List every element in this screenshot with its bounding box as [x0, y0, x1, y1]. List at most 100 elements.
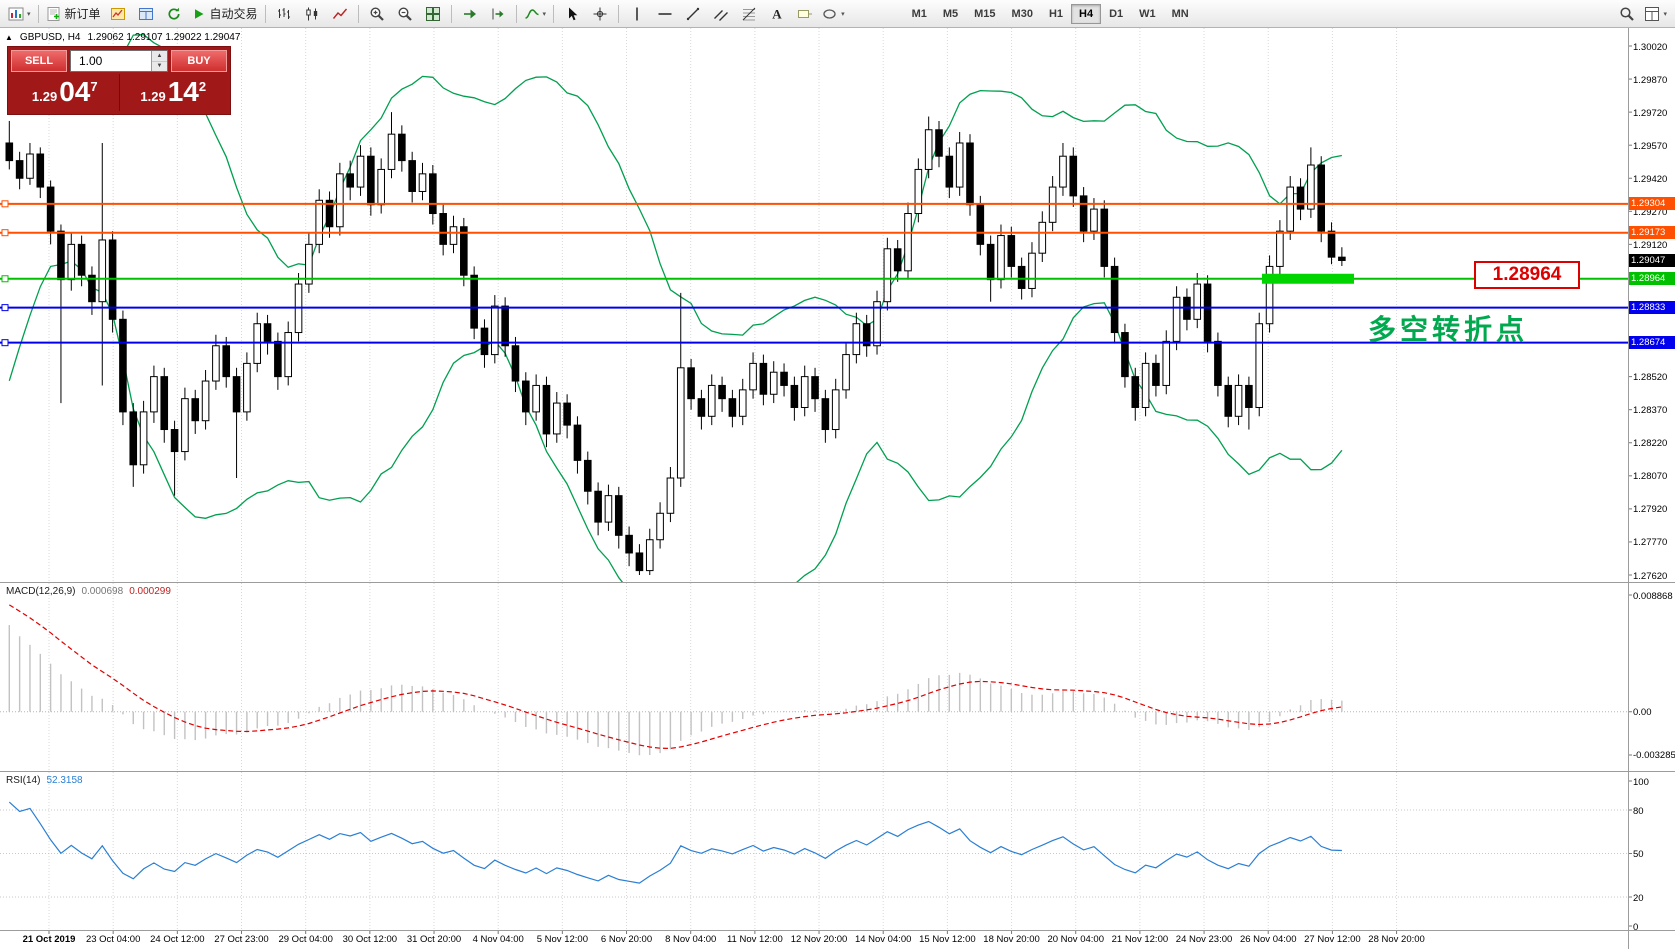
price-callout-label[interactable]: 1.28964 [1474, 261, 1580, 289]
svg-text:A: A [772, 6, 782, 21]
cursor-icon [564, 6, 580, 22]
vertical-line-button[interactable] [623, 3, 651, 25]
sell-button[interactable]: SELL [11, 50, 67, 72]
refresh-icon [166, 6, 182, 22]
dropdown-caret-icon: ▾ [841, 10, 845, 18]
timeframe-mn-button[interactable]: MN [1171, 7, 1189, 20]
time-axis[interactable]: 21 Oct 2019 23 Oct 04:00 24 Oct 12:00 27 Oc… [0, 931, 1675, 949]
zoom-in-button[interactable] [363, 3, 391, 25]
text-label-icon [797, 6, 813, 22]
zoom-out-button[interactable] [391, 3, 419, 25]
timeframe-m30-button[interactable]: M30 [1011, 7, 1033, 20]
text-label-button[interactable] [791, 3, 819, 25]
rsi-axis-label: 80 [1633, 805, 1644, 817]
cursor-button[interactable] [558, 3, 586, 25]
price-axis[interactable]: 1.30020 1.29870 1.29720 1.29570 1.29420 1.292… [1629, 0, 1675, 949]
zoom-in-icon [369, 6, 385, 22]
autotrading-button[interactable]: 自动交易 [188, 3, 261, 25]
vertical-line-icon [629, 6, 645, 22]
axis-ticks [48, 45, 1632, 934]
timeframe-m5-button[interactable]: M5 [942, 7, 959, 20]
macd-signal-line [8, 604, 1342, 750]
crosshair-button[interactable] [586, 3, 614, 25]
refresh-button[interactable] [160, 3, 188, 25]
price-axis-label: 1.28370 [1633, 405, 1668, 417]
chart-macd-divider[interactable] [0, 582, 1675, 583]
autotrading-icon [191, 6, 207, 22]
candles [5, 112, 1346, 575]
search-button[interactable] [1613, 3, 1641, 25]
new-chart-icon [8, 6, 24, 22]
layouts-button[interactable]: ▾ [1641, 3, 1670, 25]
timeframe-h1-button[interactable]: H1 [1048, 7, 1064, 20]
buy-price-pip: 2 [198, 79, 207, 94]
line-highlight-segment[interactable] [1262, 273, 1354, 284]
main-toolbar: ▾ 新订单 自动交易 ▾ A ▾ M1 M5 M15 M30 H1 H4 D1 W1 MN ▾ [0, 0, 1675, 28]
timeframe-d1-button[interactable]: D1 [1109, 7, 1124, 20]
rsi-layer [0, 801, 1628, 898]
horizontal-line-button[interactable] [651, 3, 679, 25]
chart-header: ▲ GBPUSD, H4 1.29062 1.29107 1.29022 1.2… [5, 32, 240, 43]
trendline-button[interactable] [679, 3, 707, 25]
timeframe-w1-button[interactable]: W1 [1139, 7, 1156, 20]
timeframe-h4-button[interactable]: H4 [1071, 3, 1102, 24]
horizontal-line-icon [657, 6, 673, 22]
data-window-button[interactable] [132, 3, 160, 25]
macd-indicator-label: MACD(12,26,9) 0.000698 0.000299 [6, 586, 171, 597]
toolbar-separator [264, 4, 266, 23]
time-axis-label: 8 Nov 04:00 [665, 934, 717, 945]
price-tag-1.28674: 1.28674 [1629, 336, 1675, 350]
chart-shift-button[interactable] [484, 3, 512, 25]
indicators-button[interactable]: ▾ [521, 3, 550, 25]
timeframe-m1-button[interactable]: M1 [911, 7, 927, 20]
time-gridlines [48, 28, 1398, 930]
line-anchor-handle[interactable] [1, 200, 9, 208]
toolbar-separator [357, 4, 359, 23]
line-chart-button[interactable] [326, 3, 354, 25]
timeframe-m15-button[interactable]: M15 [974, 7, 996, 20]
bar-chart-button[interactable] [270, 3, 298, 25]
shapes-button[interactable]: ▾ [819, 3, 848, 25]
candlestick-chart-button[interactable] [298, 3, 326, 25]
buy-button[interactable]: BUY [171, 50, 227, 72]
line-anchor-handle[interactable] [1, 275, 9, 283]
price-axis-label: 1.29270 [1633, 206, 1668, 218]
new-chart-button[interactable]: ▾ [5, 3, 34, 25]
line-anchor-handle[interactable] [1, 229, 9, 237]
auto-scroll-button[interactable] [456, 3, 484, 25]
chart-ohlc-values: 1.29062 1.29107 1.29022 1.29047 [87, 32, 241, 43]
text-button[interactable]: A [763, 3, 791, 25]
market-watch-icon [110, 6, 126, 22]
price-axis-label: 1.29120 [1633, 239, 1668, 251]
fibonacci-button[interactable] [735, 3, 763, 25]
indicators-icon [524, 6, 540, 22]
time-axis-label: 31 Oct 20:00 [406, 934, 462, 945]
sell-price-prefix: 1.29 [31, 89, 58, 104]
collapse-arrow-icon[interactable]: ▲ [5, 32, 13, 42]
price-axis-label: 1.29420 [1633, 173, 1668, 185]
toolbar-separator [515, 4, 517, 23]
price-axis-label: 1.29720 [1633, 107, 1668, 119]
rsi-axis-label: 20 [1633, 892, 1644, 904]
macd-title-text: MACD(12,26,9) [6, 586, 76, 597]
price-axis-label: 1.27770 [1633, 537, 1668, 549]
time-axis-label: 5 Nov 12:00 [536, 934, 588, 945]
time-axis-label: 26 Nov 04:00 [1239, 934, 1297, 945]
macd-rsi-divider[interactable] [0, 771, 1675, 772]
one-click-trading-panel: SELL 1.00 ▲ ▼ BUY 1.29 04 7 1.29 14 2 [7, 46, 231, 115]
equidistant-channel-button[interactable] [707, 3, 735, 25]
market-watch-button[interactable] [104, 3, 132, 25]
sell-price[interactable]: 1.29 04 7 [11, 74, 120, 111]
lot-increase-button[interactable]: ▲ [152, 51, 167, 62]
turning-point-note[interactable]: 多空转折点 [1368, 315, 1529, 346]
lot-decrease-button[interactable]: ▼ [152, 61, 167, 71]
buy-price[interactable]: 1.29 14 2 [120, 74, 228, 111]
tile-windows-button[interactable] [419, 3, 447, 25]
new-order-button[interactable]: 新订单 [43, 3, 104, 25]
line-anchor-handle[interactable] [1, 304, 9, 312]
sell-price-main: 04 [59, 76, 91, 107]
lot-size-input[interactable]: 1.00 ▲ ▼ [70, 50, 168, 72]
line-anchor-handle[interactable] [1, 339, 9, 347]
